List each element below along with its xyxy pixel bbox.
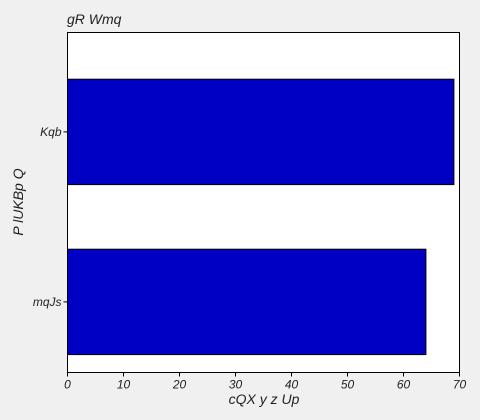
bars-group: [67, 78, 455, 356]
y-tick-label: Kqb: [40, 125, 62, 139]
x-tick-label: 30: [229, 378, 243, 392]
x-axis-ticks: 0 10 20 30 40 50 60 70: [64, 372, 467, 392]
y-axis-ticks: Kqb mqJs: [33, 125, 68, 309]
x-tick-label: 60: [397, 378, 411, 392]
bar-kqb: [67, 78, 455, 186]
x-axis-label: cQX y z Up: [229, 391, 300, 407]
y-tick-label: mqJs: [33, 295, 62, 309]
x-tick-label: 10: [117, 378, 131, 392]
x-tick-label: 20: [172, 378, 187, 392]
x-tick-label: 50: [341, 378, 355, 392]
y-axis-label: P lUKBp Q: [10, 168, 26, 235]
chart-title: gR Wmq: [67, 11, 122, 27]
x-tick-label: 0: [64, 378, 71, 392]
x-tick-label: 70: [453, 378, 467, 392]
bar-mqjs: [67, 248, 427, 356]
x-tick-label: 40: [285, 378, 299, 392]
